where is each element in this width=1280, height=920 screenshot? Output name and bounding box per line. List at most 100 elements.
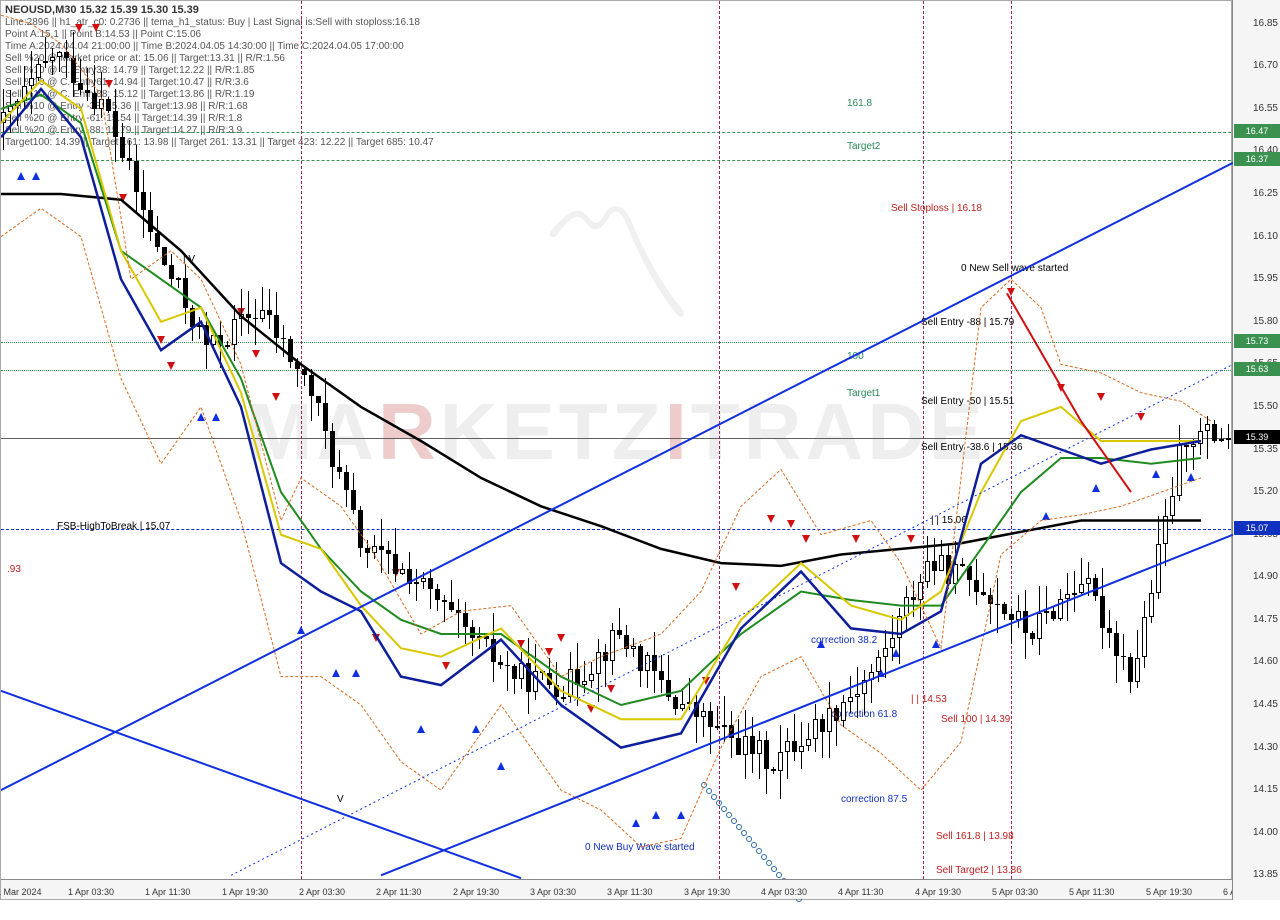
time-tick: 3 Apr 19:30 [684,887,730,897]
price-tick: 16.70 [1253,60,1278,71]
price-marker: 15.39 [1234,430,1280,444]
signal-arrow-up [472,725,480,733]
signal-arrow-up [1042,512,1050,520]
signal-arrow-down [442,662,450,670]
time-tick: 2 Apr 03:30 [299,887,345,897]
time-tick: 31 Mar 2024 [0,887,42,897]
annotation-label: 161.8 [847,98,872,109]
circle-marker [751,842,757,848]
signal-arrow-down [767,515,775,523]
signal-arrow-down [557,634,565,642]
annotation-label: Sell Target2 | 13.86 [936,865,1022,876]
price-tick: 16.10 [1253,231,1278,242]
signal-arrow-down [802,535,810,543]
circle-marker [711,794,717,800]
info-line: Target100: 14.39 || Target 161: 13.98 ||… [5,137,434,148]
signal-arrow-down [787,520,795,528]
signal-arrow-down [545,648,553,656]
info-line: Sell %10 @ C. Entry38: 14.79 || Target:1… [5,65,254,76]
time-tick: 5 Apr 19:30 [1146,887,1192,897]
price-tick: 15.80 [1253,316,1278,327]
signal-arrow-down [907,535,915,543]
hline [1,132,1231,133]
time-tick: 2 Apr 11:30 [376,887,421,897]
signal-arrow-up [677,811,685,819]
circle-marker [741,830,747,836]
signal-arrow-down [1007,288,1015,296]
signal-arrow-down [105,80,113,88]
signal-arrow-down [732,583,740,591]
circle-marker [771,866,777,872]
time-tick: 1 Apr 19:30 [222,887,268,897]
time-tick: 5 Apr 11:30 [1069,887,1114,897]
circle-marker [706,788,712,794]
vline [923,1,924,879]
signal-arrow-down [372,634,380,642]
price-tick: 15.95 [1253,273,1278,284]
info-line: Time A:2024.04.04 21:00:00 || Time B:202… [5,41,404,52]
signal-arrow-down [852,535,860,543]
signal-arrow-down [1097,393,1105,401]
annotation-label: | | 15.06 [931,515,967,526]
circle-marker [761,854,767,860]
time-tick: 2 Apr 19:30 [453,887,499,897]
price-tick: 14.00 [1253,827,1278,838]
signal-arrow-up [212,413,220,421]
info-line: Sell %20 @ Entry -88: 15.79 || Target:14… [5,125,242,136]
chart-main[interactable]: 〽 MARKETZITRADE NEOUSD,M30 15.32 15.39 1… [0,0,1232,900]
signal-arrow-up [1092,484,1100,492]
price-tick: 15.50 [1253,401,1278,412]
annotation-label: FSB-HighToBreak | 15.07 [57,521,170,532]
price-tick: 14.90 [1253,571,1278,582]
time-axis: 31 Mar 20241 Apr 03:301 Apr 11:301 Apr 1… [1,879,1233,899]
signal-arrow-up [817,640,825,648]
hline [1,160,1231,161]
signal-arrow-down [587,705,595,713]
signal-arrow-down [1057,384,1065,392]
info-line: Sell %10 @ Entry -38: 15.36 || Target:13… [5,101,248,112]
annotation-label: 0 New Sell wave started [961,263,1068,274]
annotation-label: Sell Stoploss | 16.18 [891,203,982,214]
hline [1,438,1231,439]
info-line: Sell %10 @ C. Entry88: 15.12 || Target:1… [5,89,254,100]
hline [1,370,1231,371]
price-marker: 16.37 [1234,152,1280,166]
signal-arrow-down [702,677,710,685]
annotation-label: Sell 100 | 14.39 [941,714,1010,725]
signal-arrow-up [1187,473,1195,481]
circle-marker [701,782,707,788]
annotation-label: | | 14.53 [911,694,947,705]
signal-arrow-down [92,24,100,32]
signal-arrow-up [32,172,40,180]
annotation-label: Sell 161.8 | 13.98 [936,831,1014,842]
circle-marker [756,848,762,854]
price-tick: 14.60 [1253,656,1278,667]
annotation-label: correction 87.5 [841,794,907,805]
circle-marker [776,872,782,878]
price-tick: 13.85 [1253,869,1278,880]
hline [1,342,1231,343]
annotation-label: Sell Entry -88 | 15.79 [921,317,1014,328]
time-tick: 5 Apr 03:30 [992,887,1038,897]
time-tick: 4 Apr 19:30 [915,887,961,897]
annotation-label: Target1 [847,388,880,399]
signal-arrow-up [17,172,25,180]
circle-marker [721,806,727,812]
price-axis: 16.8516.7016.5516.4016.2516.1015.9515.80… [1232,0,1280,900]
signal-arrow-down [272,393,280,401]
info-line: Point A:15.1 || Point B:14.53 || Point C… [5,29,201,40]
signal-arrow-down [252,350,260,358]
time-tick: 3 Apr 11:30 [607,887,652,897]
signal-arrow-up [652,811,660,819]
annotation-label: 0 New Buy Wave started [585,842,695,853]
vline [1011,1,1012,879]
hline [1,529,1231,530]
price-tick: 16.85 [1253,18,1278,29]
circle-marker [726,812,732,818]
price-tick: 16.55 [1253,103,1278,114]
price-tick: 14.45 [1253,699,1278,710]
signal-arrow-down [157,336,165,344]
circle-marker [716,800,722,806]
price-marker: 15.73 [1234,334,1280,348]
signal-arrow-down [1137,413,1145,421]
